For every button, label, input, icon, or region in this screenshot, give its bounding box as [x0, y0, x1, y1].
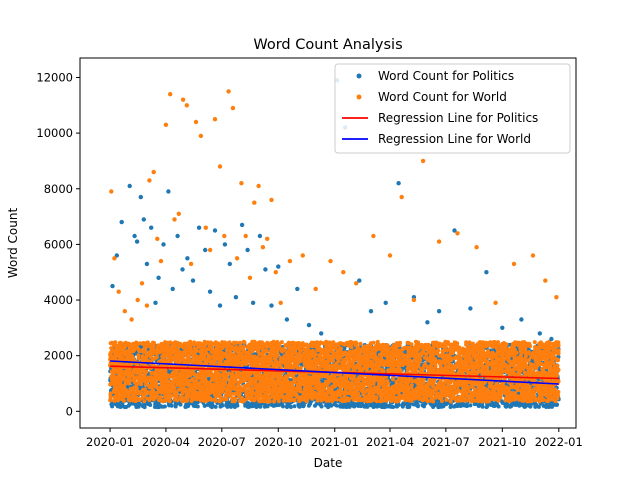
band-point-politics — [384, 404, 389, 409]
band-point-world — [467, 340, 472, 345]
band-point-politics — [433, 402, 438, 407]
band-point-politics — [272, 403, 277, 408]
band-point-politics — [332, 387, 337, 392]
band-point-world — [139, 382, 144, 387]
band-point-world — [438, 364, 443, 369]
band-point-politics — [500, 401, 505, 405]
band-point-politics — [232, 405, 237, 409]
band-point-politics — [110, 401, 115, 406]
band-point-politics — [496, 404, 501, 409]
band-point-politics — [281, 404, 285, 409]
band-point-politics — [126, 403, 131, 408]
band-point-politics — [534, 403, 539, 408]
band-point-politics — [297, 404, 301, 409]
band-point-politics — [213, 404, 218, 409]
band-point-politics — [159, 404, 164, 409]
band-point-politics — [115, 404, 120, 409]
band-point-politics — [153, 405, 157, 409]
band-point-politics — [202, 403, 207, 408]
band-point-politics — [334, 403, 339, 408]
band-point-world — [532, 340, 537, 345]
dense-point-band — [108, 339, 561, 410]
band-point-politics — [355, 402, 360, 407]
band-point-politics — [406, 403, 411, 408]
band-point-politics — [439, 404, 444, 409]
chart-title: Word Count Analysis — [253, 37, 402, 53]
band-point-politics — [162, 404, 167, 409]
band-point-politics — [178, 402, 183, 407]
band-point-politics — [460, 403, 465, 408]
band-point-world — [238, 340, 242, 345]
band-point-politics — [448, 405, 453, 409]
band-point-politics — [350, 401, 355, 406]
band-point-politics — [319, 404, 324, 409]
band-point-politics — [523, 402, 528, 407]
band-point-politics — [411, 402, 416, 407]
band-point-politics — [484, 405, 489, 410]
band-point-politics — [121, 404, 126, 409]
band-point-politics — [545, 402, 550, 407]
band-point-politics — [550, 402, 555, 407]
band-point-politics — [243, 403, 248, 408]
band-point-politics — [493, 401, 498, 406]
band-point-politics — [224, 402, 229, 406]
band-point-politics — [503, 404, 508, 409]
band-point-politics — [402, 402, 407, 407]
band-point-politics — [431, 405, 436, 409]
band-point-world — [225, 344, 229, 349]
band-point-politics — [277, 402, 282, 407]
band-point-politics — [301, 403, 306, 408]
band-point-politics — [142, 405, 147, 410]
band-point-politics — [528, 403, 533, 408]
band-point-politics — [455, 402, 460, 407]
band-point-politics — [421, 402, 426, 407]
band-point-politics — [389, 404, 394, 409]
band-point-politics — [480, 404, 485, 409]
band-point-politics — [125, 384, 130, 389]
band-point-politics — [210, 403, 214, 408]
band-point-politics — [184, 404, 189, 409]
band-point-politics — [249, 403, 254, 408]
band-point-politics — [220, 403, 225, 408]
band-point-politics — [192, 403, 197, 408]
band-point-politics — [415, 402, 420, 407]
band-point-politics — [325, 404, 330, 409]
band-point-politics — [329, 403, 334, 408]
band-point-politics — [134, 403, 139, 408]
band-point-politics — [508, 404, 513, 409]
band-point-politics — [265, 404, 270, 409]
band-point-politics — [292, 404, 297, 409]
band-point-politics — [491, 403, 496, 408]
band-point-politics — [362, 404, 367, 409]
band-point-politics — [299, 362, 304, 367]
band-point-politics — [344, 402, 349, 407]
band-point-politics — [287, 403, 292, 407]
band-point-politics — [148, 403, 153, 407]
band-point-politics — [515, 402, 520, 407]
band-point-politics — [468, 403, 473, 408]
band-point-politics — [358, 404, 363, 409]
band-point-politics — [541, 403, 546, 408]
